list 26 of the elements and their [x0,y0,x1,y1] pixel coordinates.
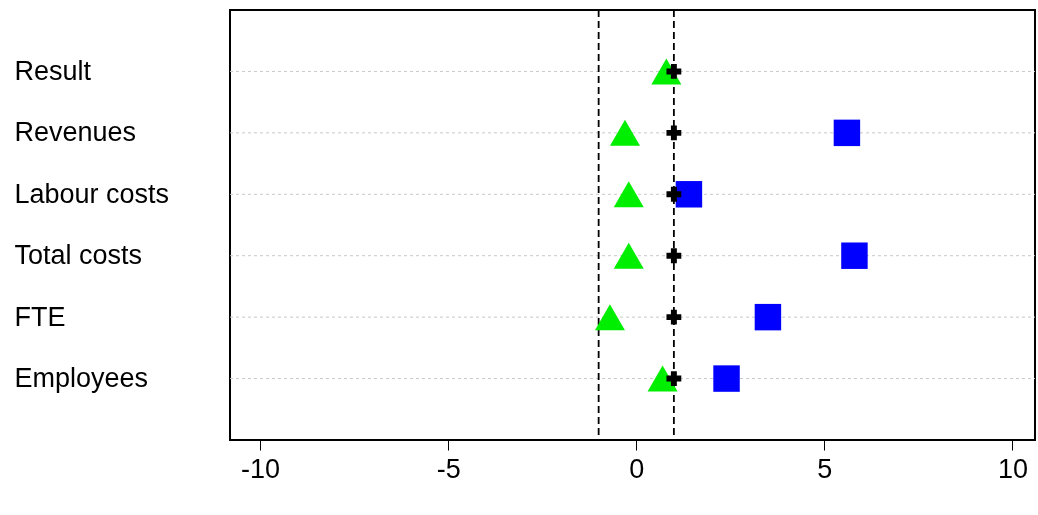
point [666,125,682,141]
point [666,186,682,202]
point [666,248,682,264]
y-tick-label: FTE [14,301,66,332]
point [647,365,678,392]
point [833,119,861,147]
x-tick-label: -5 [436,453,461,484]
x-tick-label: 10 [997,453,1028,484]
x-tick-label: 0 [629,453,645,484]
point [841,242,868,269]
y-tick-label: Total costs [14,240,143,271]
point [666,371,682,386]
x-tick-label: -10 [241,453,281,484]
y-tick-label: Revenues [14,117,137,148]
point [609,119,640,146]
y-tick-label: Employees [14,363,149,394]
x-tick-label: 5 [817,453,833,484]
y-tick-label: Labour costs [14,178,170,209]
point [613,242,644,269]
point [675,181,703,208]
point [713,365,740,392]
point [754,303,782,331]
y-tick-label: Result [14,55,92,86]
point [613,181,644,208]
point [666,309,682,325]
point [594,304,625,331]
